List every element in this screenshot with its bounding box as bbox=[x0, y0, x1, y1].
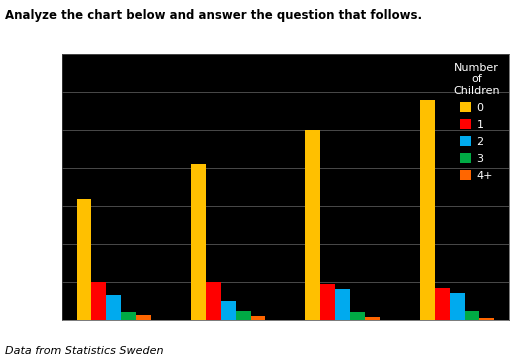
Bar bbox=[435, 288, 449, 320]
Bar bbox=[320, 284, 335, 320]
Bar bbox=[465, 311, 480, 320]
Bar bbox=[420, 100, 435, 320]
Bar bbox=[251, 316, 265, 320]
Bar bbox=[121, 312, 136, 320]
Y-axis label: Number of Households: Number of Households bbox=[0, 123, 1, 251]
Bar bbox=[77, 199, 91, 320]
Bar bbox=[236, 311, 251, 320]
Bar bbox=[350, 312, 365, 320]
Bar bbox=[335, 289, 350, 320]
Bar bbox=[206, 282, 221, 320]
Text: Data from Statistics Sweden: Data from Statistics Sweden bbox=[5, 346, 163, 356]
Title: Number of Children in Households in Sweden: Number of Children in Households in Swed… bbox=[80, 35, 490, 50]
Bar bbox=[221, 301, 236, 320]
Bar bbox=[306, 130, 320, 320]
Legend: 0, 1, 2, 3, 4+: 0, 1, 2, 3, 4+ bbox=[450, 59, 503, 184]
Text: Analyze the chart below and answer the question that follows.: Analyze the chart below and answer the q… bbox=[5, 9, 422, 22]
Bar bbox=[136, 315, 151, 320]
Bar bbox=[191, 165, 206, 320]
Bar bbox=[91, 282, 106, 320]
Bar bbox=[480, 318, 494, 320]
Bar bbox=[106, 294, 121, 320]
Bar bbox=[365, 318, 380, 320]
Bar bbox=[449, 293, 465, 320]
